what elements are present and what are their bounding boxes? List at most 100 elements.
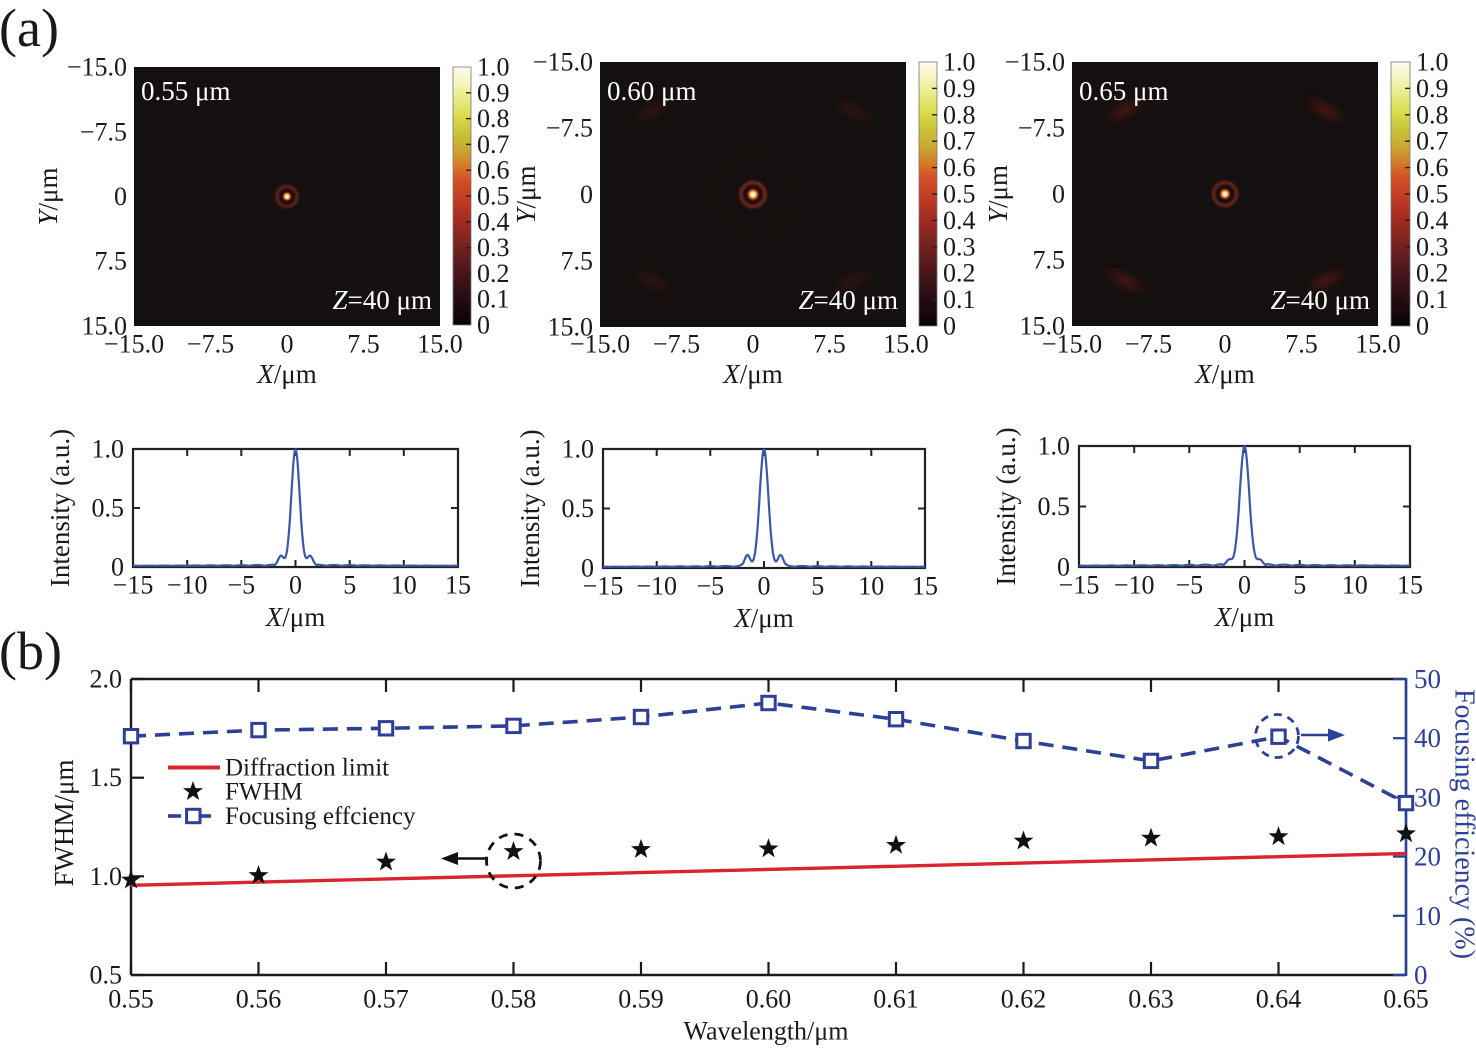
- svg-text:0.5: 0.5: [562, 494, 595, 523]
- svg-text:−15.0: −15.0: [1042, 330, 1102, 359]
- svg-text:0.55: 0.55: [108, 985, 154, 1014]
- svg-text:0.6: 0.6: [477, 156, 510, 185]
- svg-text:0: 0: [281, 330, 294, 359]
- svg-text:−15.0: −15.0: [104, 330, 164, 359]
- svg-text:0.1: 0.1: [1416, 285, 1449, 314]
- svg-text:2.0: 2.0: [90, 665, 123, 694]
- svg-text:0.60 μm: 0.60 μm: [607, 76, 696, 106]
- svg-text:5: 5: [343, 571, 356, 600]
- svg-text:FWHM/μm: FWHM/μm: [49, 760, 79, 887]
- svg-text:Intensity (a.u.): Intensity (a.u.): [45, 429, 75, 587]
- svg-text:0.5: 0.5: [477, 182, 510, 211]
- svg-text:−15.0: −15.0: [570, 330, 630, 359]
- svg-text:20: 20: [1414, 842, 1441, 872]
- svg-text:0: 0: [1052, 180, 1065, 209]
- svg-text:0.65 μm: 0.65 μm: [1079, 76, 1168, 106]
- svg-text:0.4: 0.4: [477, 207, 510, 236]
- svg-text:5: 5: [1293, 571, 1306, 600]
- svg-text:0.5: 0.5: [92, 494, 125, 523]
- svg-text:1.5: 1.5: [90, 763, 123, 792]
- svg-text:50: 50: [1414, 664, 1441, 694]
- svg-text:0.57: 0.57: [363, 985, 409, 1014]
- svg-text:0: 0: [1238, 571, 1251, 600]
- svg-text:−15.0: −15.0: [533, 48, 593, 77]
- svg-text:X/μm: X/μm: [256, 359, 316, 389]
- svg-text:0.61: 0.61: [873, 985, 919, 1014]
- svg-text:0.62: 0.62: [1001, 985, 1047, 1014]
- svg-text:Y/μm: Y/μm: [511, 165, 541, 223]
- svg-text:0.59: 0.59: [618, 985, 664, 1014]
- svg-text:0: 0: [581, 554, 594, 583]
- svg-text:0.1: 0.1: [477, 285, 510, 314]
- svg-text:X/μm: X/μm: [722, 359, 782, 389]
- svg-text:0.8: 0.8: [477, 104, 510, 133]
- svg-text:0: 0: [1416, 312, 1429, 341]
- svg-text:0.3: 0.3: [477, 233, 510, 262]
- svg-text:15.0: 15.0: [883, 330, 929, 359]
- svg-text:−7.5: −7.5: [187, 330, 234, 359]
- svg-text:15.0: 15.0: [1355, 330, 1401, 359]
- svg-text:−15: −15: [1059, 571, 1100, 600]
- svg-text:Focusing effciency: Focusing effciency: [225, 803, 416, 830]
- svg-text:−10: −10: [167, 571, 208, 600]
- svg-text:1.0: 1.0: [90, 862, 123, 891]
- svg-text:0: 0: [111, 553, 124, 582]
- svg-text:0.5: 0.5: [90, 961, 123, 990]
- svg-text:5: 5: [811, 572, 824, 601]
- svg-text:0: 0: [1219, 330, 1232, 359]
- svg-text:30: 30: [1414, 782, 1441, 812]
- svg-text:−15: −15: [583, 572, 624, 601]
- svg-text:15.0: 15.0: [548, 313, 594, 342]
- svg-text:0.5: 0.5: [943, 180, 976, 209]
- svg-text:0.63: 0.63: [1128, 985, 1174, 1014]
- svg-text:0: 0: [289, 571, 302, 600]
- svg-text:0: 0: [580, 180, 593, 209]
- svg-text:0.60: 0.60: [746, 985, 792, 1014]
- svg-text:Intensity (a.u.): Intensity (a.u.): [515, 429, 545, 587]
- svg-text:0.58: 0.58: [491, 985, 537, 1014]
- svg-text:−10: −10: [1114, 571, 1155, 600]
- svg-text:−7.5: −7.5: [80, 117, 127, 146]
- svg-text:−5: −5: [1175, 571, 1203, 600]
- svg-text:0.9: 0.9: [943, 74, 976, 103]
- svg-text:Y/μm: Y/μm: [983, 165, 1013, 223]
- svg-text:0.8: 0.8: [943, 100, 976, 129]
- svg-text:X/μm: X/μm: [1194, 359, 1254, 389]
- svg-text:1.0: 1.0: [477, 53, 510, 82]
- svg-text:Intensity (a.u.): Intensity (a.u.): [991, 427, 1021, 585]
- svg-text:−15.0: −15.0: [1005, 48, 1065, 77]
- svg-text:0.3: 0.3: [943, 232, 976, 261]
- svg-text:Y/μm: Y/μm: [33, 167, 63, 225]
- svg-text:1.0: 1.0: [562, 435, 595, 464]
- svg-text:−15.0: −15.0: [67, 53, 127, 82]
- svg-text:−7.5: −7.5: [653, 330, 700, 359]
- svg-text:0: 0: [1414, 960, 1428, 990]
- svg-text:−5: −5: [696, 572, 724, 601]
- svg-text:X/μm: X/μm: [1214, 602, 1274, 632]
- svg-text:0.5: 0.5: [1416, 180, 1449, 209]
- svg-text:0.56: 0.56: [236, 985, 282, 1014]
- svg-text:0.3: 0.3: [1416, 232, 1449, 261]
- svg-text:40: 40: [1414, 723, 1441, 753]
- svg-text:−5: −5: [227, 571, 255, 600]
- svg-text:7.5: 7.5: [95, 247, 128, 276]
- svg-text:1.0: 1.0: [943, 48, 976, 77]
- svg-text:10: 10: [858, 572, 884, 601]
- svg-text:0.55 μm: 0.55 μm: [141, 76, 230, 106]
- svg-text:Diffraction limit: Diffraction limit: [225, 755, 389, 782]
- svg-text:0: 0: [758, 572, 771, 601]
- svg-text:−10: −10: [636, 572, 677, 601]
- svg-text:0.9: 0.9: [477, 78, 510, 107]
- svg-text:15: 15: [912, 572, 938, 601]
- svg-text:0: 0: [477, 311, 490, 340]
- svg-text:0: 0: [943, 312, 956, 341]
- svg-text:0.5: 0.5: [1038, 492, 1071, 521]
- svg-text:0.4: 0.4: [943, 206, 976, 235]
- svg-text:15: 15: [1397, 571, 1423, 600]
- svg-text:0.7: 0.7: [943, 127, 976, 156]
- svg-text:10: 10: [1414, 901, 1441, 931]
- svg-text:−7.5: −7.5: [1125, 330, 1172, 359]
- svg-text:(b): (b): [0, 621, 62, 681]
- svg-text:0.64: 0.64: [1256, 985, 1302, 1014]
- svg-text:1.0: 1.0: [92, 435, 125, 464]
